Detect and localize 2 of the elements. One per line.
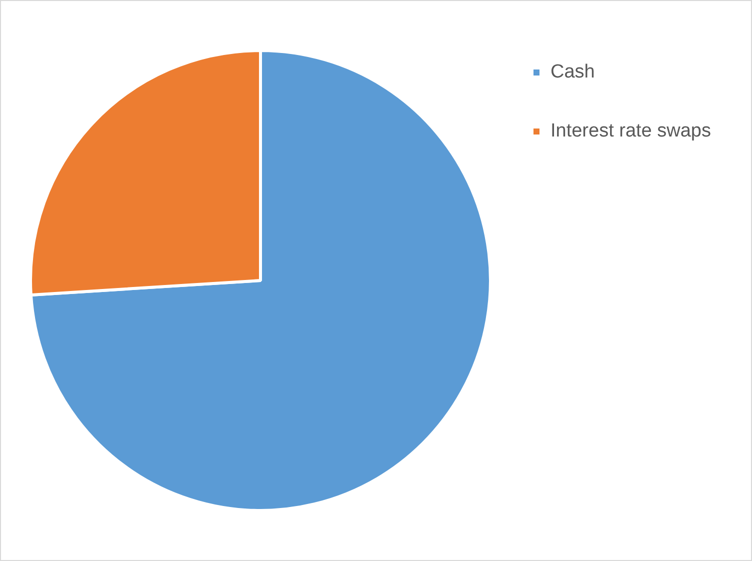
- legend-label: Interest rate swaps: [550, 120, 712, 142]
- legend-label: Cash: [550, 62, 595, 83]
